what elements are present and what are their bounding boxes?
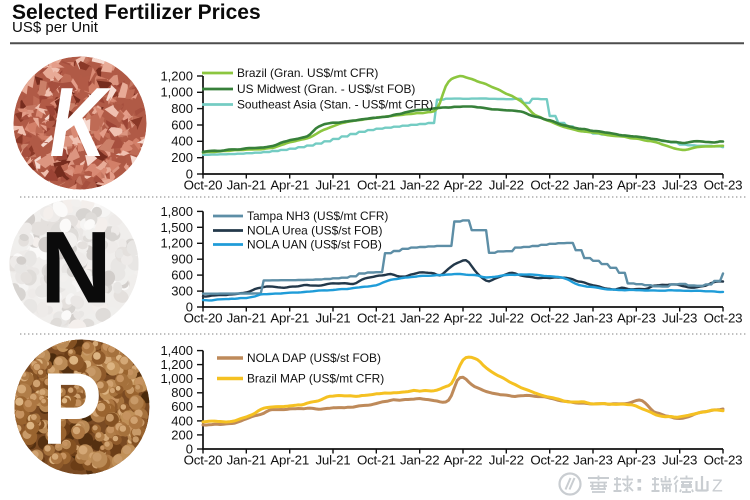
svg-text:Southeast Asia (Stan. - US$/mt: Southeast Asia (Stan. - US$/mt CFR): [237, 98, 433, 112]
svg-text:Oct-22: Oct-22: [530, 311, 569, 326]
svg-text:1,000: 1,000: [160, 371, 193, 386]
svg-text:Brazil (Gran. US$/mt CFR): Brazil (Gran. US$/mt CFR): [237, 66, 378, 80]
svg-text:Jan-23: Jan-23: [573, 178, 612, 193]
svg-text:1,800: 1,800: [160, 204, 193, 219]
svg-text:Oct-23: Oct-23: [704, 453, 743, 468]
svg-text:Apr-23: Apr-23: [617, 453, 656, 468]
svg-text:400: 400: [171, 134, 193, 149]
svg-text:P: P: [42, 353, 102, 467]
svg-text:Oct-23: Oct-23: [704, 178, 743, 193]
svg-text:Oct-23: Oct-23: [704, 311, 743, 326]
svg-text:600: 600: [171, 399, 193, 414]
svg-text:Jul-23: Jul-23: [662, 178, 697, 193]
svg-text:US Midwest (Gran. - US$/st FOB: US Midwest (Gran. - US$/st FOB): [237, 82, 415, 96]
svg-text:800: 800: [171, 101, 193, 116]
svg-text:US$ per Unit: US$ per Unit: [12, 19, 99, 36]
svg-text:Apr-21: Apr-21: [270, 453, 309, 468]
svg-text:Jul-22: Jul-22: [489, 178, 524, 193]
svg-text:0: 0: [186, 441, 193, 456]
svg-text:K: K: [50, 68, 112, 177]
svg-text:N: N: [40, 211, 111, 325]
svg-text:Brazil MAP (US$/mt CFR): Brazil MAP (US$/mt CFR): [247, 372, 384, 386]
svg-text:600: 600: [171, 117, 193, 132]
svg-text:Jul-21: Jul-21: [315, 453, 350, 468]
svg-text:Jan-21: Jan-21: [227, 311, 266, 326]
svg-text:Oct-22: Oct-22: [530, 453, 569, 468]
svg-text:1,200: 1,200: [160, 68, 193, 83]
svg-text:NOLA UAN (US$/st FOB): NOLA UAN (US$/st FOB): [247, 238, 382, 252]
svg-text:Oct-20: Oct-20: [184, 453, 223, 468]
svg-text:1,200: 1,200: [160, 236, 193, 251]
svg-text:Oct-20: Oct-20: [184, 178, 223, 193]
svg-text:1,500: 1,500: [160, 220, 193, 235]
svg-text:0: 0: [186, 299, 193, 314]
svg-text:Apr-23: Apr-23: [617, 178, 656, 193]
svg-text:Oct-20: Oct-20: [184, 311, 223, 326]
svg-text:Jan-22: Jan-22: [400, 178, 439, 193]
svg-text:Apr-21: Apr-21: [270, 178, 309, 193]
svg-text:Jul-21: Jul-21: [315, 178, 350, 193]
svg-text:1,400: 1,400: [160, 343, 193, 358]
svg-text:1,000: 1,000: [160, 85, 193, 100]
svg-text:Jul-23: Jul-23: [662, 311, 697, 326]
svg-text:Oct-21: Oct-21: [357, 178, 396, 193]
svg-text:Jan-21: Jan-21: [227, 178, 266, 193]
svg-text:NOLA Urea (US$/st FOB): NOLA Urea (US$/st FOB): [247, 224, 382, 238]
svg-text:Jul-21: Jul-21: [315, 311, 350, 326]
svg-text:NOLA DAP (US$/st FOB): NOLA DAP (US$/st FOB): [247, 351, 381, 365]
svg-text:1,200: 1,200: [160, 357, 193, 372]
svg-text:800: 800: [171, 385, 193, 400]
svg-text:0: 0: [186, 166, 193, 181]
svg-text:Jul-22: Jul-22: [489, 311, 524, 326]
svg-text:Jan-23: Jan-23: [573, 311, 612, 326]
svg-text:Jan-22: Jan-22: [400, 453, 439, 468]
svg-text:Oct-21: Oct-21: [357, 311, 396, 326]
svg-text:Apr-22: Apr-22: [444, 178, 483, 193]
svg-text:300: 300: [171, 284, 193, 299]
svg-text:Jan-23: Jan-23: [573, 453, 612, 468]
svg-text:Oct-22: Oct-22: [530, 178, 569, 193]
svg-text:Apr-22: Apr-22: [444, 453, 483, 468]
svg-text:200: 200: [171, 427, 193, 442]
svg-text:Apr-22: Apr-22: [444, 311, 483, 326]
svg-text:Jul-22: Jul-22: [489, 453, 524, 468]
svg-text:Apr-23: Apr-23: [617, 311, 656, 326]
svg-text:Selected Fertilizer Prices: Selected Fertilizer Prices: [12, 1, 261, 24]
svg-text:Jan-21: Jan-21: [227, 453, 266, 468]
svg-text:600: 600: [171, 268, 193, 283]
svg-text:Apr-21: Apr-21: [270, 311, 309, 326]
svg-text:Oct-21: Oct-21: [357, 453, 396, 468]
svg-text:200: 200: [171, 150, 193, 165]
svg-text:Tampa NH3 (US$/mt CFR): Tampa NH3 (US$/mt CFR): [247, 209, 388, 223]
svg-text:Jul-23: Jul-23: [662, 453, 697, 468]
svg-text:900: 900: [171, 252, 193, 267]
svg-text:Jan-22: Jan-22: [400, 311, 439, 326]
svg-text:400: 400: [171, 413, 193, 428]
svg-text:Z: Z: [712, 476, 723, 496]
